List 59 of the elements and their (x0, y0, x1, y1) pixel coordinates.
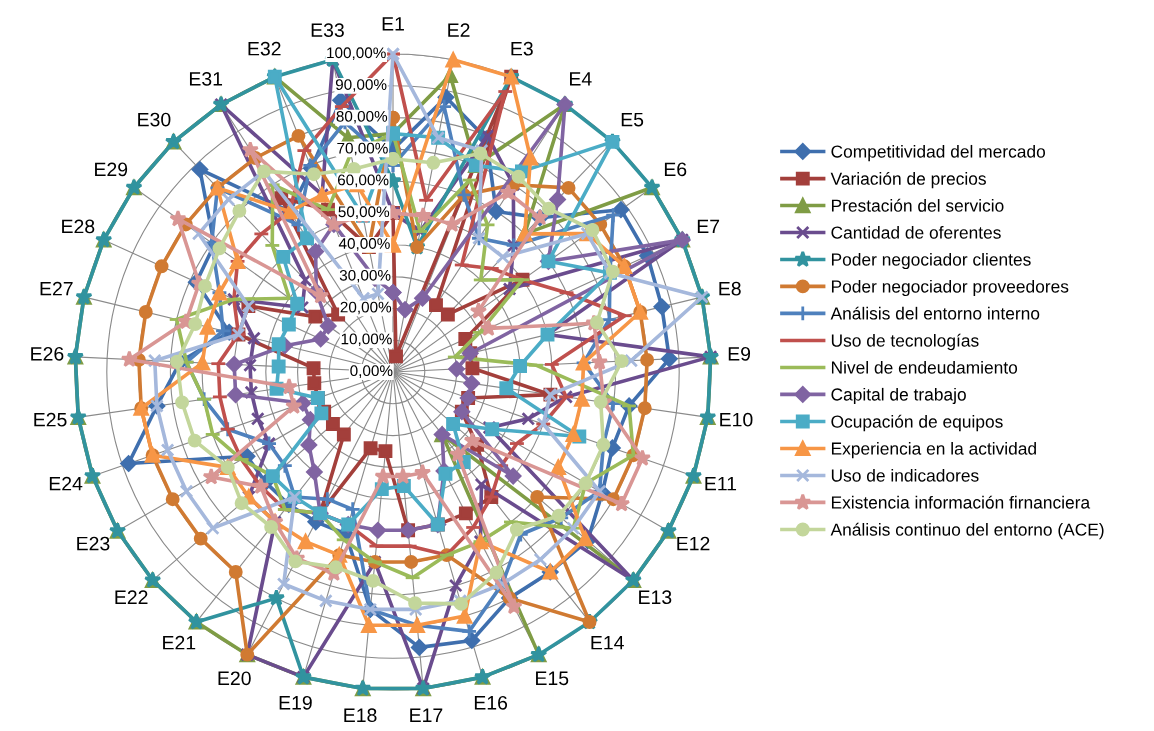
legend-label: Análisis del entorno interno (830, 306, 1040, 320)
spoke-label: E10 (720, 412, 753, 427)
spoke-label: E29 (95, 162, 128, 177)
y-tick-label: 10,00% (341, 333, 392, 347)
legend-label: Prestación del servicio (831, 198, 1004, 212)
spoke-label: E13 (639, 590, 672, 605)
y-tick-label: 0,00% (350, 365, 393, 378)
spoke-label: E6 (664, 162, 687, 177)
legend-label: Experiencia en la actividad (831, 441, 1036, 459)
legend-label: Variación de precios (830, 171, 986, 189)
spoke-label: E16 (474, 695, 508, 710)
spoke-label: E15 (536, 671, 569, 686)
spoke-label: E19 (279, 695, 312, 710)
legend-label: Poder negociador proveedores (831, 279, 1069, 297)
y-tick-label: 80,00% (336, 110, 388, 124)
spoke-label: E11 (705, 476, 737, 491)
y-tick-label: 100,00% (327, 47, 386, 60)
spoke-label: E23 (77, 536, 110, 551)
spoke-label: E22 (115, 590, 148, 604)
spoke-label: E2 (448, 23, 470, 37)
y-tick-label: 60,00% (337, 174, 389, 188)
spoke-label: E9 (728, 346, 751, 361)
spoke-label: E28 (62, 219, 95, 234)
spoke-label: E3 (511, 41, 533, 56)
spoke-label: E4 (570, 72, 592, 86)
spoke-label: E12 (677, 536, 710, 551)
legend-label: Existencia información firnanciera (831, 495, 1091, 509)
spoke-label: E1 (382, 17, 404, 31)
y-tick-label: 30,00% (339, 269, 391, 283)
spoke-label: E27 (40, 281, 73, 296)
spoke-label: E26 (31, 346, 64, 361)
spoke-label: E21 (163, 635, 196, 650)
spoke-label: E18 (344, 708, 377, 723)
spoke-label: E8 (719, 281, 741, 296)
legend-label: Capital de trabajo (831, 387, 966, 405)
y-tick-label: 70,00% (337, 142, 388, 156)
y-tick-label: 40,00% (338, 238, 390, 251)
legend-label: Nivel de endeudamiento (831, 360, 1018, 374)
spoke-label: E20 (218, 671, 251, 686)
spoke-label: E7 (697, 219, 720, 234)
spoke-label: E17 (410, 708, 443, 722)
legend-label: Competitividad del mercado (831, 144, 1046, 162)
spoke-label: E5 (621, 112, 644, 127)
spoke-label: E14 (591, 636, 624, 650)
spoke-label: E33 (311, 23, 344, 38)
legend-label: Análisis continuo del entorno (ACE) (830, 522, 1104, 540)
spoke-label: E30 (138, 112, 171, 127)
legend-label: Uso de indicadores (831, 468, 979, 482)
y-tick-label: 20,00% (340, 301, 392, 315)
legend-label: Poder negociador clientes (831, 252, 1031, 270)
spoke-label: E24 (49, 476, 83, 491)
y-tick-label: 50,00% (338, 206, 390, 219)
legend-label: Uso de tecnologías (831, 333, 979, 351)
spoke-label: E32 (248, 41, 281, 56)
spoke-label: E25 (34, 412, 67, 427)
legend-label: Ocupación de equipos (831, 414, 1003, 432)
legend-label: Cantidad de oferentes (831, 225, 1001, 239)
y-tick-label: 90,00% (335, 79, 387, 92)
spoke-label: E31 (189, 71, 223, 86)
